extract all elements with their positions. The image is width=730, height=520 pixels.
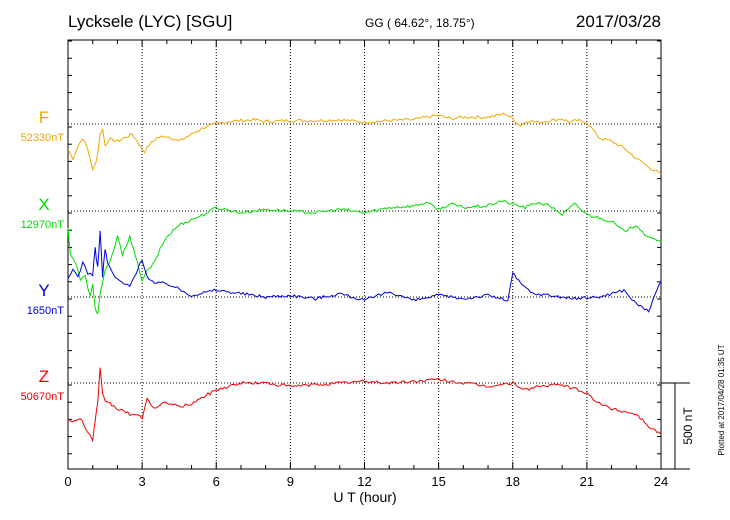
- component-baseline-x: 12970nT: [21, 219, 65, 231]
- x-tick-label: 6: [213, 474, 220, 489]
- plot-frame: [67, 39, 662, 470]
- component-letter-y: Y: [38, 281, 49, 300]
- x-tick-label: 24: [654, 474, 668, 489]
- component-baseline-f: 52330nT: [21, 132, 65, 144]
- component-letter-z: Z: [39, 367, 49, 386]
- x-tick-label: 0: [64, 474, 71, 489]
- station-title: Lycksele (LYC) [SGU]: [68, 12, 232, 31]
- component-baseline-z: 50670nT: [21, 391, 65, 403]
- axis-ticks: [67, 40, 662, 469]
- x-tick-label: 21: [580, 474, 594, 489]
- scale-bar-label: 500 nT: [681, 407, 695, 445]
- x-axis-title: U T (hour): [333, 489, 396, 505]
- plotted-timestamp: Plotted at 2017/04/28 01:35 UT: [717, 344, 726, 455]
- component-baseline-y: 1650nT: [27, 305, 65, 317]
- series-line-f: [67, 112, 662, 175]
- series-lines: [67, 112, 662, 443]
- date-label: 2017/03/28: [576, 12, 661, 31]
- vertical-gridlines: [141, 40, 588, 469]
- x-tick-label: 18: [506, 474, 520, 489]
- component-labels: F 52330nT X 12970nT Y 1650nT Z 50670nT: [21, 108, 65, 403]
- x-tick-label: 15: [431, 474, 445, 489]
- coordinates-label: GG ( 64.62°, 18.75°): [365, 16, 475, 30]
- series-line-y: [67, 230, 662, 313]
- x-tick-label: 9: [287, 474, 294, 489]
- scale-bar: 500 nT: [661, 382, 695, 470]
- series-line-x: [67, 200, 662, 315]
- component-letter-x: X: [38, 195, 49, 214]
- series-line-z: [67, 367, 662, 443]
- x-tick-label: 12: [357, 474, 371, 489]
- component-letter-f: F: [39, 108, 49, 127]
- x-tick-label: 3: [139, 474, 146, 489]
- x-tick-labels: 0 3 6 9 12 15 18 21 24: [64, 474, 668, 489]
